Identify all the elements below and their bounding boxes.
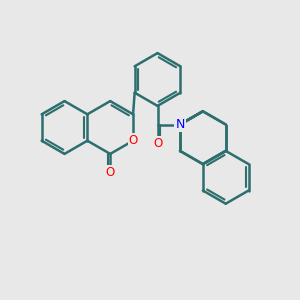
- Text: O: O: [106, 166, 115, 179]
- Text: O: O: [153, 136, 162, 150]
- Text: O: O: [128, 134, 138, 147]
- Text: O: O: [153, 136, 162, 150]
- Text: O: O: [128, 134, 138, 147]
- Text: N: N: [175, 118, 185, 131]
- Text: N: N: [175, 118, 185, 131]
- Text: O: O: [106, 166, 115, 179]
- Text: N: N: [175, 118, 185, 131]
